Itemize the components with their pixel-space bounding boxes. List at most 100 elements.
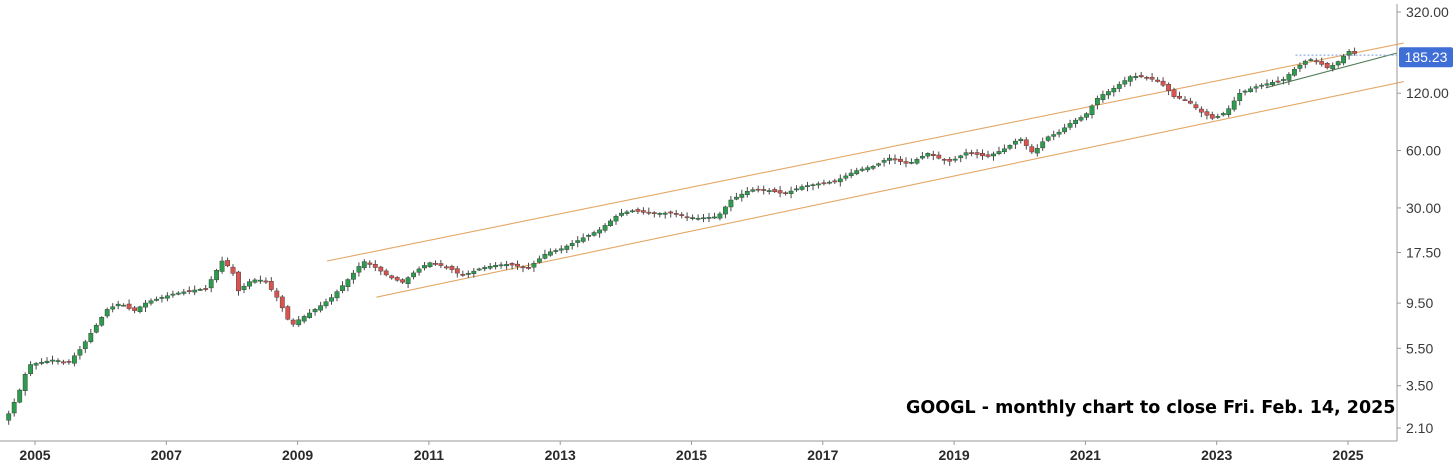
candle-body — [159, 297, 165, 299]
candle-body — [553, 250, 559, 252]
candle-body — [1073, 119, 1079, 124]
candle-body — [548, 251, 553, 256]
trendlines-layer — [326, 42, 1404, 298]
candle-body — [82, 341, 88, 349]
candle-body — [1330, 65, 1336, 70]
trendline-channel-upper — [326, 42, 1404, 262]
candle-body — [17, 389, 23, 403]
x-tick-label: 2019 — [939, 447, 970, 463]
y-tick-label: 120.00 — [1406, 85, 1449, 101]
candle-body — [1242, 90, 1248, 93]
candle-body — [952, 158, 958, 161]
x-tick-label: 2013 — [545, 447, 576, 463]
candle-body — [712, 216, 717, 219]
candle-body — [1286, 74, 1292, 81]
candle-body — [1335, 61, 1341, 66]
candle-body — [963, 152, 969, 156]
candle-body — [88, 333, 94, 342]
candle-body — [1346, 51, 1352, 56]
x-tick-label: 2015 — [676, 447, 707, 463]
candle-body — [723, 206, 728, 215]
candle-body — [50, 359, 55, 362]
candle-body — [258, 279, 263, 282]
candle-body — [613, 216, 619, 222]
candle-body — [684, 216, 690, 219]
candle-body — [859, 168, 865, 171]
candle-body — [1308, 59, 1314, 61]
candle-body — [1352, 51, 1358, 54]
candle-body — [1056, 131, 1062, 135]
candle-body — [624, 211, 630, 214]
candle-body — [909, 161, 914, 164]
candle-body — [1319, 61, 1325, 65]
y-tick-label: 60.00 — [1406, 143, 1441, 159]
candle-body — [225, 260, 230, 267]
candle-body — [22, 374, 28, 391]
candle-body — [772, 189, 778, 192]
candle-body — [509, 263, 515, 266]
candle-body — [504, 264, 509, 267]
candle-body — [241, 286, 247, 290]
candle-body — [794, 188, 799, 191]
candle-body — [980, 152, 985, 157]
candle-body — [471, 270, 477, 275]
candle-body — [394, 277, 400, 281]
candle-body — [903, 161, 909, 164]
candle-body — [1259, 84, 1265, 87]
candle-body — [498, 264, 504, 267]
x-tick-label: 2007 — [151, 447, 182, 463]
y-tick-label: 17.50 — [1406, 245, 1441, 261]
candle-body — [810, 184, 816, 187]
candle-body — [61, 361, 66, 364]
candle-body — [591, 232, 597, 236]
candle-body — [1122, 80, 1128, 85]
candle-body — [132, 307, 137, 311]
candle-body — [832, 180, 838, 183]
candle-body — [1215, 116, 1221, 118]
candle-body — [1100, 94, 1106, 100]
candle-body — [717, 213, 723, 219]
candle-body — [1237, 92, 1243, 101]
candle-body — [695, 217, 701, 220]
candle-body — [1067, 123, 1073, 128]
candle-body — [898, 158, 903, 162]
candle-body — [230, 266, 236, 274]
candle-body — [848, 172, 854, 176]
candle-body — [11, 402, 17, 414]
candle-body — [947, 159, 953, 162]
candle-body — [1144, 76, 1150, 79]
candle-body — [1040, 141, 1046, 149]
candle-body — [843, 175, 849, 179]
candle-body — [870, 165, 876, 169]
candle-body — [542, 254, 548, 259]
candle-body — [1264, 83, 1270, 86]
candle-body — [33, 363, 39, 366]
candle-body — [1116, 84, 1122, 89]
candle-body — [389, 275, 395, 279]
candle-body — [1023, 139, 1029, 146]
candle-body — [197, 289, 203, 291]
candle-body — [777, 190, 783, 194]
candle-body — [126, 303, 132, 309]
candle-body — [476, 268, 482, 271]
y-axis-ticks: 320.00 120.00 60.00 30.00 17.50 9.50 5.50 3.50 2… — [1397, 4, 1449, 436]
candle-body — [449, 266, 455, 270]
candle-body — [1089, 105, 1095, 116]
candle-body — [1313, 60, 1319, 63]
candle-body — [1198, 108, 1204, 113]
candle-body — [739, 193, 745, 198]
candle-body — [641, 210, 646, 213]
candle-body — [236, 271, 241, 292]
candle-body — [1182, 99, 1188, 101]
candle-body — [706, 217, 712, 219]
last-price-badge — [1399, 47, 1453, 68]
candle-body — [1160, 80, 1166, 86]
candle-body — [137, 306, 143, 312]
candle-body — [1226, 108, 1232, 115]
candle-body — [881, 160, 887, 163]
candle-body — [690, 217, 696, 219]
chart-annotation: GOOGL - monthly chart to close Fri. Feb.… — [906, 398, 1396, 418]
candle-body — [865, 167, 871, 171]
